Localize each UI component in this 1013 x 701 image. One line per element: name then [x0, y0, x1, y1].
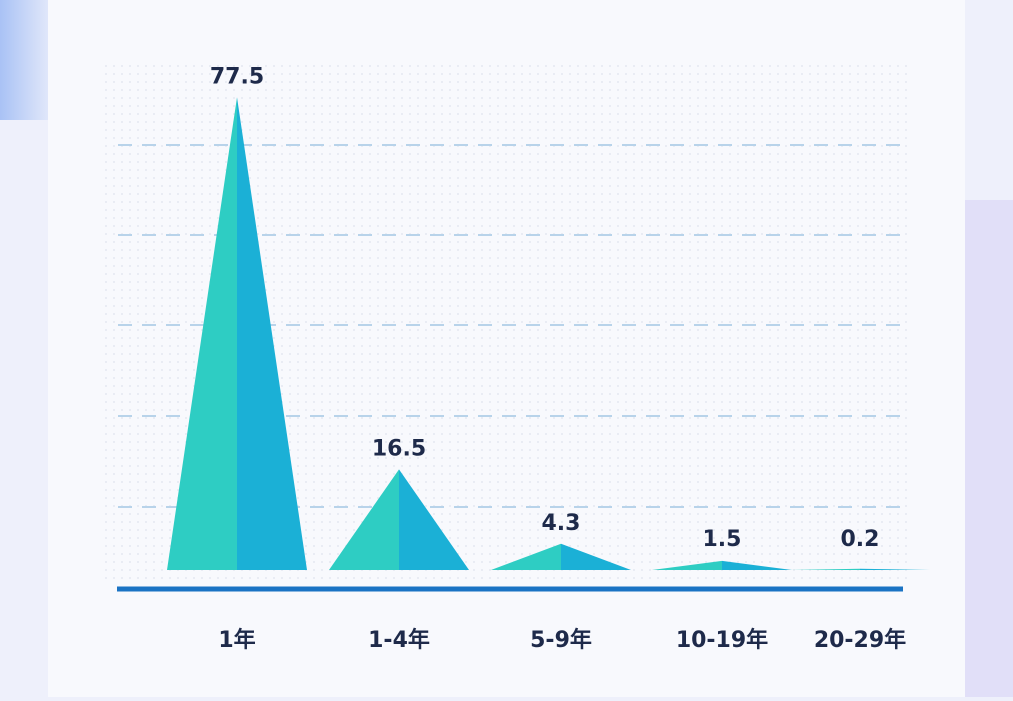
- background-accent: [965, 200, 1013, 697]
- x-tick-label: 1年: [218, 627, 255, 653]
- bar-right-half: [722, 560, 792, 570]
- value-label: 16.5: [372, 436, 426, 461]
- triangle-bar: [652, 560, 792, 570]
- bar-left-half: [652, 560, 722, 570]
- x-tick-label: 1-4年: [368, 627, 430, 653]
- bar-left-half: [329, 469, 399, 570]
- x-tick-label: 5-9年: [530, 627, 592, 653]
- value-label: 1.5: [703, 527, 742, 552]
- bar-right-half: [860, 568, 930, 570]
- x-tick-label: 20-29年: [814, 627, 906, 653]
- triangle-bar: [167, 97, 307, 570]
- bar-right-half: [237, 97, 307, 570]
- bar-left-half: [491, 543, 561, 570]
- bar-right-half: [399, 469, 469, 570]
- triangle-bar: [790, 568, 930, 570]
- value-label: 0.2: [841, 527, 880, 552]
- x-tick-label: 10-19年: [676, 627, 768, 653]
- triangle-bar: [329, 469, 469, 570]
- bar-left-half: [790, 568, 860, 570]
- bar-left-half: [167, 97, 237, 570]
- bar-right-half: [561, 543, 631, 570]
- value-label: 4.3: [542, 511, 581, 536]
- triangle-bar: [491, 543, 631, 570]
- value-label: 77.5: [210, 64, 264, 89]
